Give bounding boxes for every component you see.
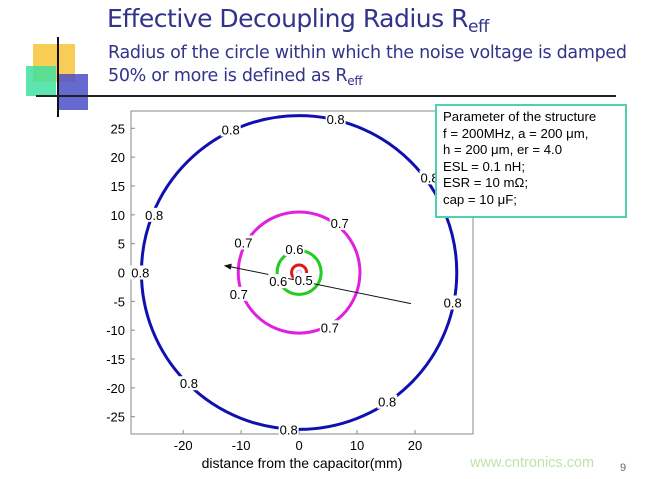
x-tick-label: -20 <box>174 438 193 453</box>
y-tick-label: 15 <box>111 179 125 194</box>
contour-label-bg <box>178 376 199 391</box>
parameter-box: Parameter of the structure f = 200MHz, a… <box>435 104 627 218</box>
deco-vertical-line <box>57 37 59 117</box>
contour-label: 0.8 <box>444 295 462 310</box>
contour-0.7 <box>236 210 362 335</box>
contour-label: 0.8 <box>180 376 198 391</box>
contour-label-bg <box>319 320 340 335</box>
y-tick-label: 5 <box>118 237 125 252</box>
contour-label-bg <box>293 272 314 287</box>
contour-label-bg <box>278 422 299 437</box>
y-tick-label: -5 <box>113 294 125 309</box>
parameter-line: h = 200 μm, er = 4.0 <box>443 142 563 157</box>
contour-label: 0.8 <box>280 422 298 437</box>
contour-label: 0.8 <box>145 208 163 223</box>
contour-label: 0.8 <box>131 266 149 281</box>
y-tick-label: -25 <box>106 410 125 425</box>
contour-label-bg <box>233 235 254 250</box>
y-tick-label: 20 <box>111 150 125 165</box>
contour-label-bg <box>228 286 249 301</box>
x-tick-label: 20 <box>408 438 422 453</box>
slide-subtitle: Radius of the circle within which the no… <box>108 42 653 93</box>
contour-label: 0.7 <box>331 216 349 231</box>
contour-label: 0.7 <box>230 287 248 302</box>
y-tick-label: -20 <box>106 381 125 396</box>
x-tick-label: 10 <box>350 438 364 453</box>
y-tick-label: 25 <box>111 121 125 136</box>
y-tick-label: 10 <box>111 208 125 223</box>
contour-label-bg <box>325 112 346 127</box>
y-tick-label: 0 <box>118 266 125 281</box>
title-text: Effective Decoupling Radius R <box>107 4 468 33</box>
parameter-line: cap = 10 μF; <box>443 191 517 207</box>
arrow-head-icon <box>223 263 232 270</box>
deco-horizontal-line <box>36 95 616 97</box>
y-tick-label: -15 <box>106 352 125 367</box>
contour-label-bg <box>377 394 398 409</box>
x-tick-label: -10 <box>232 438 251 453</box>
page-number: 9 <box>620 462 627 474</box>
contour-label-bg <box>329 215 350 230</box>
contour-label: 0.7 <box>321 320 339 335</box>
contour-label: 0.6 <box>285 242 303 257</box>
contour-label: 0.5 <box>295 273 313 288</box>
contour-label-bg <box>419 170 440 185</box>
slide-title: Effective Decoupling Radius Reff <box>107 4 489 37</box>
parameter-line: ESL = 0.1 nH; <box>443 158 525 174</box>
contour-label-bg <box>144 207 165 222</box>
y-tick-label: -10 <box>106 323 125 338</box>
contour-label-bg <box>442 295 463 310</box>
contour-label: 0.8 <box>222 122 240 137</box>
deco-green-square <box>26 66 56 96</box>
contour-label: 0.8 <box>420 170 438 185</box>
subtitle-text: Radius of the circle within which the no… <box>108 43 627 86</box>
contour-label-bg <box>284 241 305 256</box>
x-tick-label: 0 <box>295 438 302 453</box>
subtitle-subscript: eff <box>347 74 363 88</box>
contour-label-bg <box>220 122 241 137</box>
contour-label-bg <box>130 265 151 280</box>
parameter-line: f = 200MHz, a = 200 μm, <box>443 125 589 141</box>
parameter-line: ESR = 10 mΩ; <box>443 175 528 190</box>
deco-blue-square <box>58 74 88 110</box>
title-subscript: eff <box>467 17 489 37</box>
watermark: www.cntronics.com <box>470 455 595 471</box>
contour-label: 0.8 <box>327 112 345 127</box>
contour-label: 0.7 <box>234 236 252 251</box>
contour-label: 0.6 <box>269 274 287 289</box>
contour-label: 0.8 <box>378 395 396 410</box>
contour-label-bg <box>268 274 289 289</box>
parameter-heading: Parameter of the structure <box>443 109 597 124</box>
arrow-line <box>229 266 412 305</box>
x-axis-label: distance from the capacitor(mm) <box>202 455 403 471</box>
